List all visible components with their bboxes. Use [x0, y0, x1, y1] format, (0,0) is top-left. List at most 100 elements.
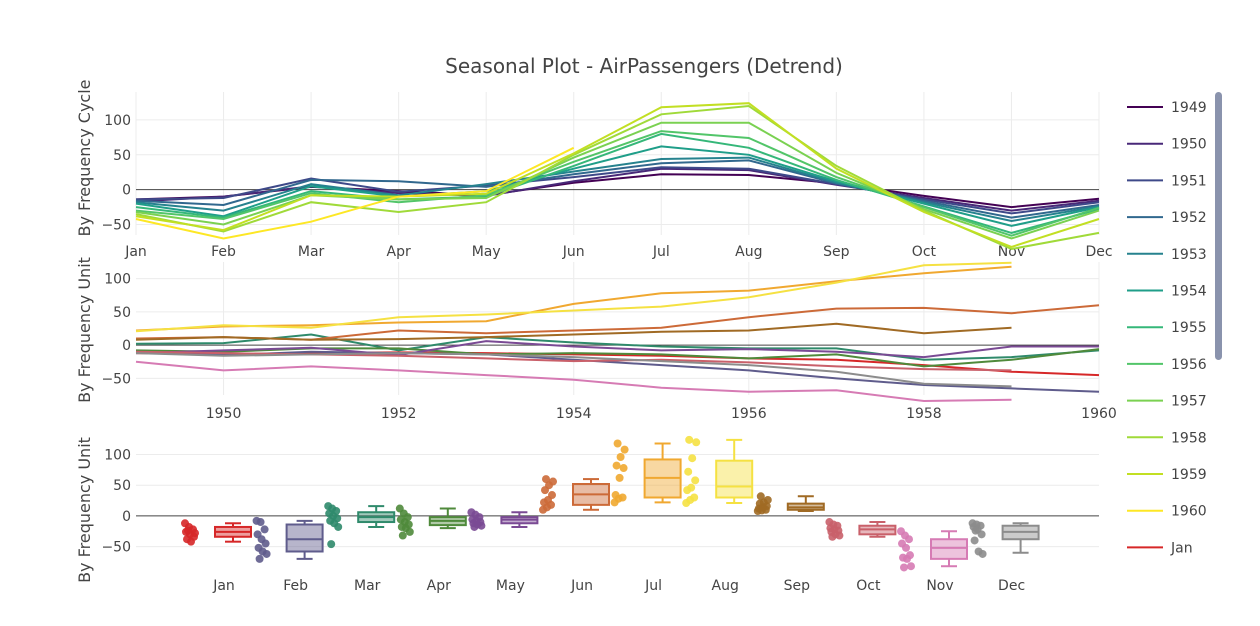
series-line-Aug	[135, 261, 1012, 333]
box-point	[549, 477, 557, 486]
y-tick-label: −50	[101, 218, 131, 234]
box-point	[828, 532, 837, 541]
box-point	[184, 526, 192, 535]
x-tick-label: Jul	[644, 578, 662, 594]
x-tick-label: 1958	[906, 406, 942, 422]
box-Apr	[395, 504, 467, 540]
legend-item-1960[interactable]: 1960	[1127, 504, 1207, 520]
legend-label: 1951	[1171, 173, 1207, 189]
legend-label: 1949	[1171, 100, 1207, 116]
legend-label: 1955	[1171, 320, 1207, 336]
x-tick-label: Apr	[387, 244, 411, 260]
series-line-1954	[135, 145, 1100, 227]
legend-item-1953[interactable]: 1953	[1127, 247, 1207, 263]
box-point	[191, 529, 199, 538]
legend-item-1956[interactable]: 1956	[1127, 357, 1207, 373]
y-tick-label: 50	[113, 478, 131, 494]
box-point	[685, 435, 694, 444]
box-point	[900, 563, 908, 572]
legend-item-Jan[interactable]: Jan	[1127, 540, 1193, 556]
box-point	[611, 491, 620, 500]
box-point	[971, 526, 980, 535]
x-tick-label: Feb	[211, 244, 236, 260]
box-point	[470, 522, 479, 531]
legend-item-1952[interactable]: 1952	[1127, 210, 1207, 226]
box-Aug	[682, 435, 754, 508]
series-line-Jul	[135, 265, 1012, 332]
series-line-Jun	[135, 304, 1100, 341]
box-Jan	[181, 519, 252, 546]
box-point	[261, 539, 270, 548]
x-tick-label: Feb	[283, 578, 308, 594]
box-Oct	[825, 518, 897, 541]
series-line-Apr	[135, 347, 1100, 368]
box-point	[684, 467, 693, 476]
x-tick-label: Aug	[712, 578, 739, 594]
series-line-1952	[135, 159, 1100, 219]
x-tick-label: May	[496, 578, 525, 594]
box-point	[187, 537, 195, 546]
legend-label: 1954	[1171, 284, 1207, 300]
box-point	[763, 495, 772, 504]
x-tick-label: May	[472, 244, 501, 260]
box-point	[903, 554, 911, 563]
x-tick-label: Apr	[427, 578, 451, 594]
box-point	[691, 476, 700, 485]
legend-scrollbar[interactable]	[1215, 92, 1222, 360]
panel-by-unit: 1950 1952 1954 1956 1958 1960 100 50 0 −50 By Freq…	[75, 257, 1117, 422]
y-tick-label: 100	[104, 113, 131, 129]
x-tick-label: 1954	[556, 406, 592, 422]
box-Nov	[897, 527, 968, 572]
box-point	[756, 492, 765, 501]
y-tick-label: 0	[122, 509, 131, 525]
legend-item-1950[interactable]: 1950	[1127, 137, 1207, 153]
x-tick-label: Jun	[562, 244, 585, 260]
legend-item-1958[interactable]: 1958	[1127, 430, 1207, 446]
box-point	[690, 493, 699, 502]
legend-item-1957[interactable]: 1957	[1127, 394, 1207, 410]
legend-item-1959[interactable]: 1959	[1127, 467, 1207, 483]
box-point	[970, 536, 979, 545]
series-line-Feb	[135, 350, 1100, 393]
y-tick-label: −50	[101, 371, 131, 387]
y-tick-label: 0	[122, 338, 131, 354]
x-tick-label: Dec	[1085, 244, 1112, 260]
series-line-Mar	[135, 333, 1100, 361]
panel-box: 100 50 0 −50 By Frequency Unit Jan Feb Mar Apr Ma…	[75, 435, 1099, 594]
y-tick-label: −50	[101, 540, 131, 556]
legend-item-1949[interactable]: 1949	[1127, 100, 1207, 116]
y-axis-label: By Frequency Unit	[75, 437, 94, 583]
legend-item-1954[interactable]: 1954	[1127, 284, 1207, 300]
box-point	[902, 543, 910, 552]
x-tick-label: 1960	[1081, 406, 1117, 422]
box-Feb	[252, 516, 324, 563]
legend-item-1955[interactable]: 1955	[1127, 320, 1207, 336]
box-point	[548, 491, 556, 500]
box-point	[327, 540, 336, 549]
y-tick-label: 0	[122, 183, 131, 199]
x-tick-label: 1952	[381, 406, 417, 422]
chart-title: Seasonal Plot - AirPassengers (Detrend)	[445, 54, 843, 78]
box-Jun	[539, 475, 610, 514]
box-point	[405, 527, 414, 536]
box-point	[612, 461, 621, 470]
legend-label: 1958	[1171, 430, 1207, 446]
box-point	[978, 549, 987, 558]
legend: 1949 1950 1951 1952 1953 1954 1955 1956 1957 1958…	[1127, 100, 1207, 556]
x-tick-label: Oct	[912, 244, 937, 260]
legend-item-1951[interactable]: 1951	[1127, 173, 1207, 189]
box-Mar	[324, 502, 396, 549]
box-point	[977, 530, 986, 539]
legend-label: Jan	[1170, 540, 1193, 556]
box-point	[618, 493, 627, 502]
x-tick-label: Jan	[124, 244, 147, 260]
box-point	[905, 535, 913, 544]
x-tick-label: 1950	[206, 406, 242, 422]
y-axis-label: By Frequency Cycle	[75, 80, 94, 237]
box-body	[715, 459, 754, 499]
box-body	[930, 538, 968, 560]
box-point	[687, 483, 696, 492]
box-point	[255, 554, 264, 563]
x-tick-label: Dec	[998, 578, 1025, 594]
